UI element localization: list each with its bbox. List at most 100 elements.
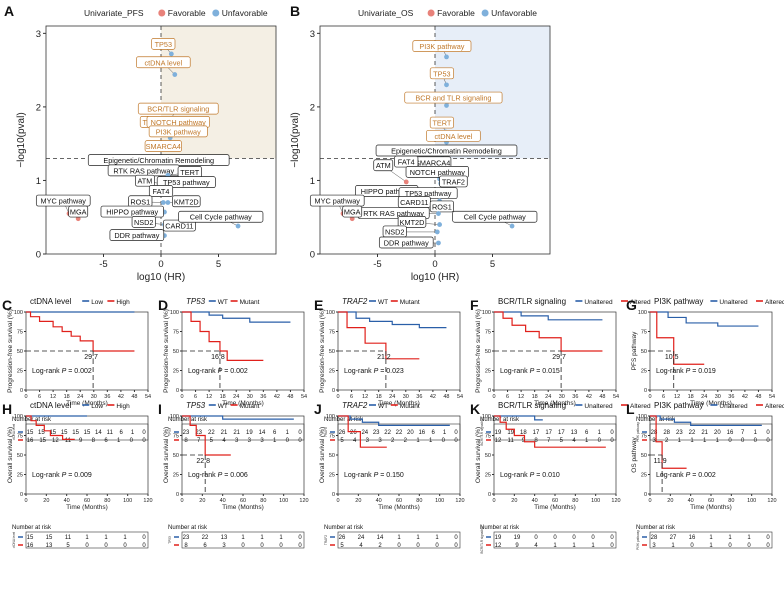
x-tick-label: 30 [715,394,721,400]
y-tick-label: 0 [20,492,23,498]
point-label: MGA [70,208,87,217]
risk-count: 15 [84,430,91,436]
risk-side-label: PI3K pathway [636,422,640,442]
legend-group2-label: Altered [630,403,651,410]
point-label: ATM [137,177,152,186]
risk-count: 0 [572,535,576,541]
survival-curve-group1 [338,415,450,426]
x-tick-label: 6 [194,394,197,400]
risk-count: 1 [591,543,595,549]
x-tick-label: 6 [350,394,353,400]
risk-count: 11 [65,535,72,541]
risk-side-label: TRAF2 [324,427,328,437]
risk-count: 21 [221,430,228,436]
risk-count: 3 [652,543,656,549]
risk-count: 0 [454,430,458,436]
point-label: RTK RAS pathway [113,166,174,175]
x-tick-label: 60 [84,498,90,504]
risk-count: 23 [183,535,190,541]
risk-count: 0 [286,438,290,444]
label-box [375,144,518,157]
point-label: PI3K pathway [156,127,201,136]
risk-count: 1 [117,438,121,444]
risk-count: 3 [222,543,226,549]
risk-count: 0 [553,535,557,541]
x-tick-label: 6 [662,394,665,400]
x-axis-label: Time (Months) [378,504,420,511]
logrank-pvalue: Log-rank P = 0.019 [656,368,716,375]
x-tick-label: 42 [274,394,280,400]
risk-count: 15 [72,430,79,436]
risk-count: 0 [435,543,439,549]
legend-unfavorable-swatch [481,9,489,17]
risk-count: 16 [27,438,34,444]
risk-count: 1 [678,438,682,444]
label-box [429,116,454,129]
risk-count: 0 [416,543,420,549]
x-tick-label: 80 [260,498,266,504]
median-label: 29.7 [552,354,566,361]
risk-count: 3 [366,438,370,444]
risk-count: 0 [142,430,146,436]
risk-count: 28 [663,430,670,436]
y-tick-label: 3 [310,29,315,40]
data-point [436,240,441,246]
x-tick-label: 120 [455,498,464,504]
legend-group2-label: Mutant [400,299,420,306]
risk-count: 14 [377,535,384,541]
y-tick-label: 1 [36,176,41,187]
x-tick-label: 0 [336,394,339,400]
x-tick-label: 0 [158,259,163,270]
survival-curve-group2 [26,415,75,440]
x-tick-label: 0 [24,498,27,504]
y-tick-label: 75 [485,434,491,440]
x-axis-label: Time (Months) [66,504,108,511]
label-box [378,236,434,249]
panel-letter-E: E [314,297,323,313]
label-box [412,40,472,52]
risk-table-title: Number at risk [324,417,364,423]
y-tick-label: 100 [326,414,335,420]
legend-favorable-label: Favorable [437,8,475,18]
risk-count: 22 [208,430,215,436]
y-tick-label: 75 [329,330,335,336]
y-tick-label: 100 [638,310,647,316]
point-label: TP53 pathway [405,189,452,198]
risk-count: 12 [495,438,502,444]
y-tick-label: 0 [176,492,179,498]
risk-side-label: TRAF2 [324,535,328,545]
risk-count: 1 [85,535,89,541]
risk-count: 28 [651,535,658,541]
risk-count: 9 [79,438,83,444]
risk-count: 0 [123,543,127,549]
survival-curve-group2 [26,311,135,352]
risk-table-title: Number at risk [168,525,208,531]
label-box [404,91,503,104]
y-tick-label: 50 [17,453,23,459]
y-tick-label: 75 [641,434,647,440]
point-label: MYC pathway [315,197,361,206]
risk-count: 1 [131,430,135,436]
risk-count: 5 [210,438,214,444]
data-point [437,222,442,227]
y-tick-label: 50 [641,453,647,459]
risk-count: 0 [728,438,732,444]
x-tick-label: 36 [416,394,422,400]
logrank-pvalue: Log-rank P = 0.015 [500,368,560,375]
risk-count: 1 [260,535,264,541]
survival-curve-group2 [494,311,603,352]
risk-count: 27 [670,535,677,541]
risk-count: 0 [728,543,732,549]
point-label: SMARCA4 [415,158,450,167]
x-tick-label: 54 [769,394,775,400]
risk-count: 2 [404,438,408,444]
logrank-pvalue: Log-rank P = 0.150 [344,472,404,479]
point-label: BCR/TLR signaling [147,105,209,114]
risk-count: 28 [651,430,658,436]
x-tick-label: 54 [613,394,619,400]
logrank-pvalue: Log-rank P = 0.009 [32,472,92,479]
risk-count: 5 [340,438,344,444]
risk-count: 22 [689,430,696,436]
risk-count: 4 [353,438,357,444]
point-label: DDR pathway [114,231,159,240]
